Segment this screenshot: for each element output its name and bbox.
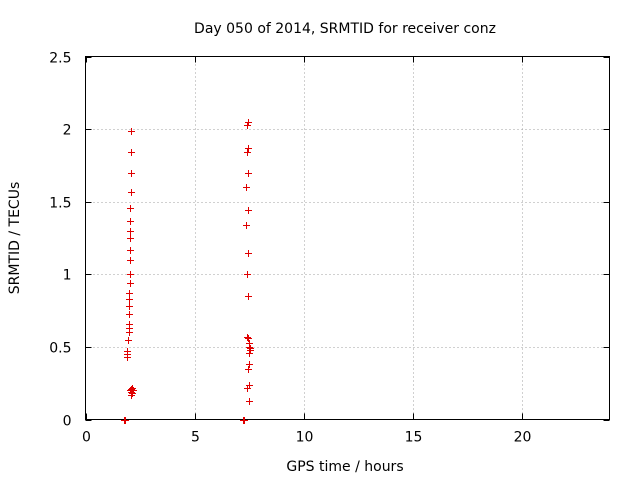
data-point	[130, 387, 137, 394]
plot-frame	[85, 56, 610, 420]
data-point	[246, 398, 253, 405]
x-tick-label: 0	[82, 430, 91, 446]
data-point	[128, 189, 135, 196]
data-point	[127, 228, 134, 235]
data-point	[126, 303, 133, 310]
y-tick-label: 0.5	[49, 341, 71, 357]
data-points	[121, 119, 254, 424]
x-tick-label: 15	[405, 430, 423, 446]
data-point	[128, 128, 135, 135]
data-point	[126, 290, 133, 297]
data-point	[126, 311, 133, 318]
data-point	[246, 361, 253, 368]
data-point	[241, 417, 248, 424]
data-point	[126, 296, 133, 303]
data-point	[245, 207, 252, 214]
data-point	[127, 247, 134, 254]
data-point	[244, 271, 251, 278]
data-point	[246, 344, 253, 351]
data-point	[127, 205, 134, 212]
data-point	[125, 337, 132, 344]
data-point	[245, 250, 252, 257]
data-point	[128, 170, 135, 177]
data-point	[124, 348, 131, 355]
data-point	[244, 149, 251, 156]
data-point	[245, 119, 252, 126]
y-tick-label: 1.5	[49, 196, 71, 212]
data-point	[244, 122, 251, 129]
y-tick-label: 2.5	[49, 51, 71, 67]
x-tick-label: 5	[191, 430, 200, 446]
data-point	[127, 235, 134, 242]
y-tick-label: 2	[63, 123, 72, 139]
y-axis-label: SRMTID / TECUs	[7, 182, 23, 295]
data-point	[126, 321, 133, 328]
data-point	[245, 293, 252, 300]
data-point	[245, 145, 252, 152]
x-tick-label: 10	[296, 430, 314, 446]
data-point	[127, 280, 134, 287]
data-point	[128, 392, 135, 399]
data-point	[127, 271, 134, 278]
data-point	[246, 350, 253, 357]
tick-layer: 0 5 10 15 20 0 0.5 1 1.5 2 2.5	[49, 51, 610, 446]
data-point	[243, 222, 250, 229]
data-point	[243, 184, 250, 191]
data-point	[245, 335, 252, 342]
data-point	[244, 334, 251, 341]
data-point	[127, 218, 134, 225]
data-point	[245, 366, 252, 373]
data-point	[122, 417, 129, 424]
data-point	[244, 385, 251, 392]
data-point	[245, 170, 252, 177]
y-tick-label: 1	[63, 268, 72, 284]
x-tick-label: 20	[514, 430, 532, 446]
x-axis-label: GPS time / hours	[286, 459, 403, 475]
y-tick-label: 0	[63, 414, 72, 430]
chart-title: Day 050 of 2014, SRMTID for receiver con…	[194, 21, 496, 37]
data-point	[247, 345, 254, 352]
grid-layer	[85, 56, 610, 420]
data-point	[128, 149, 135, 156]
data-point	[127, 257, 134, 264]
